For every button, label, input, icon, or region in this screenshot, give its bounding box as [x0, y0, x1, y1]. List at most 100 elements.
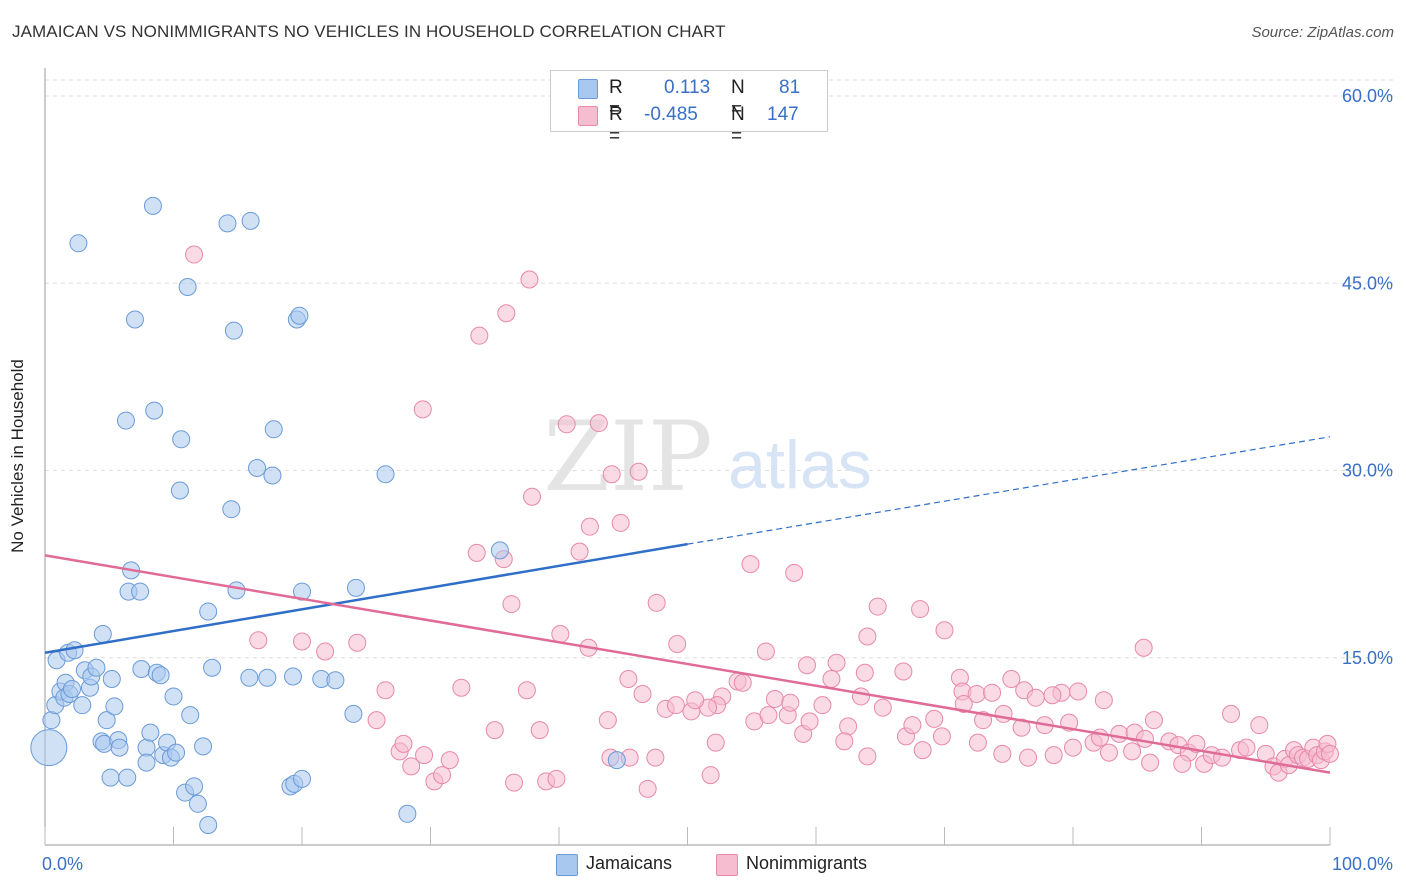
jamaican-point [218, 214, 237, 233]
nonimmigrant-point [1043, 686, 1062, 705]
nonimmigrant-point [666, 696, 685, 715]
jamaican-point [87, 658, 106, 677]
nonimmigrant-point [1123, 742, 1142, 761]
nonimmigrant-point [668, 635, 687, 654]
nonimmigrant-point [765, 689, 784, 708]
jamaican-point [199, 816, 218, 835]
jamaican-point [131, 582, 150, 601]
nonimmigrant-point [1173, 754, 1192, 773]
jamaican-point [97, 711, 116, 730]
nonimmigrant-point [759, 706, 778, 725]
nonimmigrant-point [646, 748, 665, 767]
nonimmigrant-point [1144, 711, 1163, 730]
jamaican-point [110, 738, 129, 757]
nonimmigrants-points [185, 245, 1339, 798]
nonimmigrant-point [1064, 738, 1082, 757]
nonimmigrants-trend-line [44, 554, 1331, 774]
nonimmigrant-point [647, 593, 666, 612]
watermark: ZIP atlas [543, 401, 871, 513]
bottom-legend-swatch-blue [556, 854, 578, 876]
nonimmigrant-point [1069, 682, 1088, 701]
nonimmigrant-point [785, 563, 804, 582]
x-tick-label: 100.0% [1332, 854, 1393, 874]
jamaican-point [227, 581, 246, 600]
jamaican-point [132, 659, 151, 678]
nonimmigrant-point [415, 746, 434, 765]
nonimmigrant-point [485, 721, 504, 740]
nonimmigrant-point [858, 747, 877, 766]
watermark-atlas: atlas [728, 427, 872, 503]
jamaicans-trend-line [44, 542, 688, 654]
nonimmigrant-point [993, 744, 1012, 763]
jamaican-point [164, 687, 183, 706]
jamaican-point [398, 804, 417, 823]
nonimmigrant-point [316, 642, 335, 661]
nonimmigrant-point [903, 716, 922, 735]
jamaican-point [344, 704, 363, 723]
jamaican-point [258, 668, 277, 687]
nonimmigrant-point [452, 678, 471, 697]
legend-n-value: 81 [779, 77, 801, 98]
nonimmigrant-point [1222, 704, 1241, 723]
legend-r-label: R = [609, 77, 623, 120]
nonimmigrant-point [629, 462, 648, 481]
nonimmigrant-point [497, 304, 516, 323]
y-tick-label: 15.0% [1342, 648, 1393, 668]
nonimmigrant-point [413, 400, 432, 419]
nonimmigrant-point [1134, 638, 1153, 657]
nonimmigrant-point [911, 600, 930, 619]
tick-labels: 15.0% 30.0% 45.0% 60.0% 0.0% 100.0% [42, 86, 1393, 874]
nonimmigrant-point [855, 663, 874, 682]
jamaican-point [116, 411, 135, 430]
nonimmigrant-point [813, 696, 832, 715]
jamaican-point [102, 669, 121, 688]
jamaican-point [167, 743, 186, 762]
legend-n-label: N = [731, 77, 745, 120]
bottom-legend-label: Nonimmigrants [746, 853, 868, 873]
nonimmigrant-point [706, 733, 725, 752]
jamaican-point [137, 738, 156, 757]
nonimmigrant-point [994, 704, 1013, 723]
nonimmigrant-point [551, 625, 570, 644]
nonimmigrant-point [1044, 746, 1063, 765]
nonimmigrant-point [502, 595, 521, 614]
nonimmigrant-point [433, 766, 452, 785]
jamaican-point [69, 234, 88, 253]
nonimmigrant-point [1213, 748, 1232, 767]
jamaican-point [241, 211, 260, 230]
nonimmigrant-point [798, 656, 817, 675]
legend: R = 0.113 N = 81 R = -0.485 N = 147 [550, 70, 828, 147]
nonimmigrant-point [1141, 753, 1160, 772]
jamaican-point [125, 310, 144, 329]
jamaican-point [93, 625, 112, 644]
jamaican-point [118, 768, 137, 787]
nonimmigrant-point [638, 779, 657, 798]
nonimmigrant-point [611, 513, 630, 532]
jamaican-point [65, 641, 84, 660]
jamaicans-points [30, 196, 626, 835]
nonimmigrant-point [470, 326, 489, 345]
y-tick-label: 30.0% [1342, 461, 1393, 481]
nonimmigrant-point [983, 683, 1002, 702]
jamaican-point [178, 277, 197, 296]
nonimmigrant-point [633, 684, 652, 703]
nonimmigrant-point [756, 642, 775, 661]
jamaican-point [607, 751, 626, 770]
legend-r-value: 0.113 [664, 77, 711, 98]
nonimmigrant-point [1321, 744, 1339, 763]
nonimmigrant-point [1026, 688, 1045, 707]
source-label: Source: ZipAtlas.com [1251, 24, 1394, 41]
axes [44, 68, 1331, 846]
jamaican-point [141, 723, 160, 742]
nonimmigrant-point [925, 709, 944, 728]
nonimmigrant-point [1237, 738, 1256, 757]
nonimmigrant-point [367, 711, 386, 730]
jamaican-point [172, 430, 191, 449]
jamaican-point [73, 696, 92, 715]
nonimmigrant-point [1012, 718, 1031, 737]
x-tick-label: 0.0% [42, 854, 83, 874]
nonimmigrant-point [523, 487, 542, 506]
jamaican-point [137, 753, 156, 772]
jamaican-point [264, 420, 283, 439]
